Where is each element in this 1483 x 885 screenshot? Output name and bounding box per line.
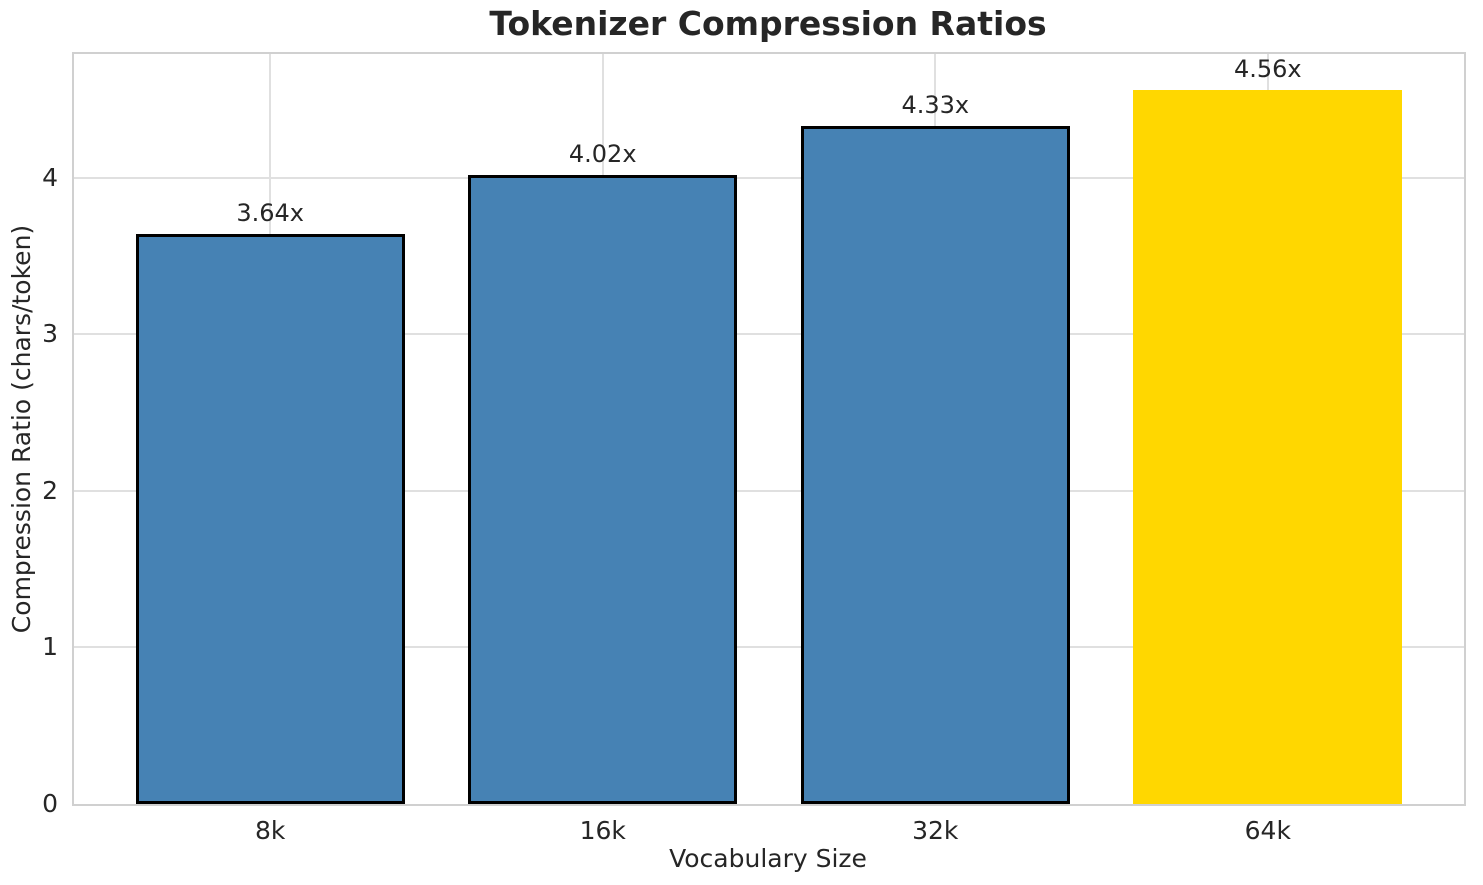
bar-value-label: 3.64x <box>236 199 304 228</box>
gridline-horizontal <box>74 489 1464 492</box>
bar <box>800 126 1070 804</box>
gridline-horizontal <box>74 176 1464 179</box>
bar <box>135 234 405 804</box>
chart-title: Tokenizer Compression Ratios <box>489 4 1047 43</box>
y-tick-label: 3 <box>42 319 58 349</box>
gridline-horizontal <box>74 333 1464 336</box>
bar <box>468 174 738 804</box>
bar-value-label: 4.02x <box>568 139 637 168</box>
y-axis-label: Compression Ratio (chars/token) <box>7 224 36 634</box>
x-tick-label: 32k <box>912 816 959 845</box>
y-tick-label: 2 <box>42 475 58 505</box>
bar <box>1133 90 1403 804</box>
plot-area: 3.64x 4.02x 4.33x 4.56x <box>72 52 1466 806</box>
bar-value-label: 4.33x <box>901 91 970 120</box>
bar-value-label: 4.56x <box>1233 55 1302 84</box>
y-tick-label: 4 <box>42 162 58 192</box>
x-tick-label: 8k <box>254 816 286 845</box>
x-tick-label: 64k <box>1244 816 1291 845</box>
x-axis-label: Vocabulary Size <box>669 844 867 873</box>
gridline-horizontal <box>74 646 1464 649</box>
y-tick-label: 0 <box>42 789 58 818</box>
x-tick-label: 16k <box>579 816 626 845</box>
y-tick-label: 1 <box>42 632 58 662</box>
